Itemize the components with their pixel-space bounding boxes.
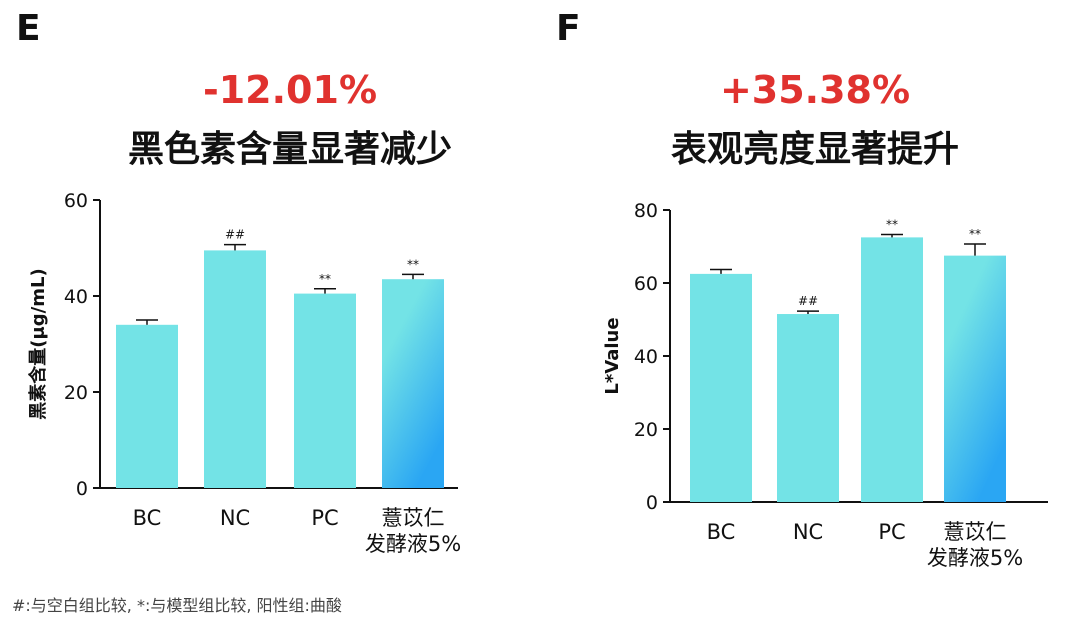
bar-chart-f: 0 20 40 60 80 L*Value BC ## NC ** PC ** 薏苡仁发酵液5% <box>602 200 1048 570</box>
headline-change: +35.38% <box>719 68 911 112</box>
significance-marker: ** <box>886 217 898 231</box>
chart-title: 黑色素含量显著减少 <box>127 129 452 170</box>
y-tick-label: 40 <box>64 286 88 308</box>
bar <box>777 314 839 502</box>
y-tick-label: 20 <box>634 419 658 441</box>
y-tick-label: 20 <box>64 382 88 404</box>
significance-marker: ** <box>407 257 419 271</box>
x-category-label: BC <box>707 520 736 544</box>
y-tick-label: 0 <box>76 478 88 500</box>
y-tick-label: 80 <box>634 200 658 222</box>
chart-panel-e: E -12.01% 黑色素含量显著减少 0 20 40 60 黑素含量(μg/mL) BC… <box>0 0 540 590</box>
bar <box>861 237 923 502</box>
bar <box>382 279 444 488</box>
chart-title: 表观亮度显著提升 <box>670 129 959 170</box>
panel-label: F <box>556 8 581 49</box>
bar <box>690 273 752 502</box>
y-tick-label: 60 <box>64 190 88 212</box>
bar <box>116 324 178 488</box>
y-tick-label: 0 <box>646 492 658 514</box>
bar-chart-e: 0 20 40 60 黑素含量(μg/mL) BC ## NC ** PC ** 薏苡仁发酵液5% <box>27 190 461 556</box>
significance-marker: ## <box>798 294 818 308</box>
footnote: #:与空白组比较, *:与模型组比较, 阳性组:曲酸 <box>12 596 342 615</box>
chart-panel-f: F +35.38% 表观亮度显著提升 0 20 40 60 80 L*Value BC ## N… <box>540 0 1080 590</box>
significance-marker: ** <box>969 227 981 241</box>
x-category-label: BC <box>133 506 162 530</box>
x-category-label: NC <box>793 520 823 544</box>
x-category-label: PC <box>878 520 905 544</box>
y-axis-label: L*Value <box>602 317 623 394</box>
bar <box>204 250 266 488</box>
x-category-label: PC <box>311 506 338 530</box>
significance-marker: ** <box>319 272 331 286</box>
headline-change: -12.01% <box>202 68 378 112</box>
x-category-label: NC <box>220 506 250 530</box>
bar <box>944 255 1006 502</box>
y-tick-label: 60 <box>634 273 658 295</box>
significance-marker: ## <box>225 228 245 242</box>
x-category-label: 薏苡仁发酵液5% <box>927 520 1023 570</box>
bar <box>294 293 356 488</box>
y-axis-label: 黑素含量(μg/mL) <box>27 268 49 419</box>
y-tick-label: 40 <box>634 346 658 368</box>
x-category-label: 薏苡仁发酵液5% <box>365 506 461 556</box>
panel-label: E <box>16 8 41 49</box>
